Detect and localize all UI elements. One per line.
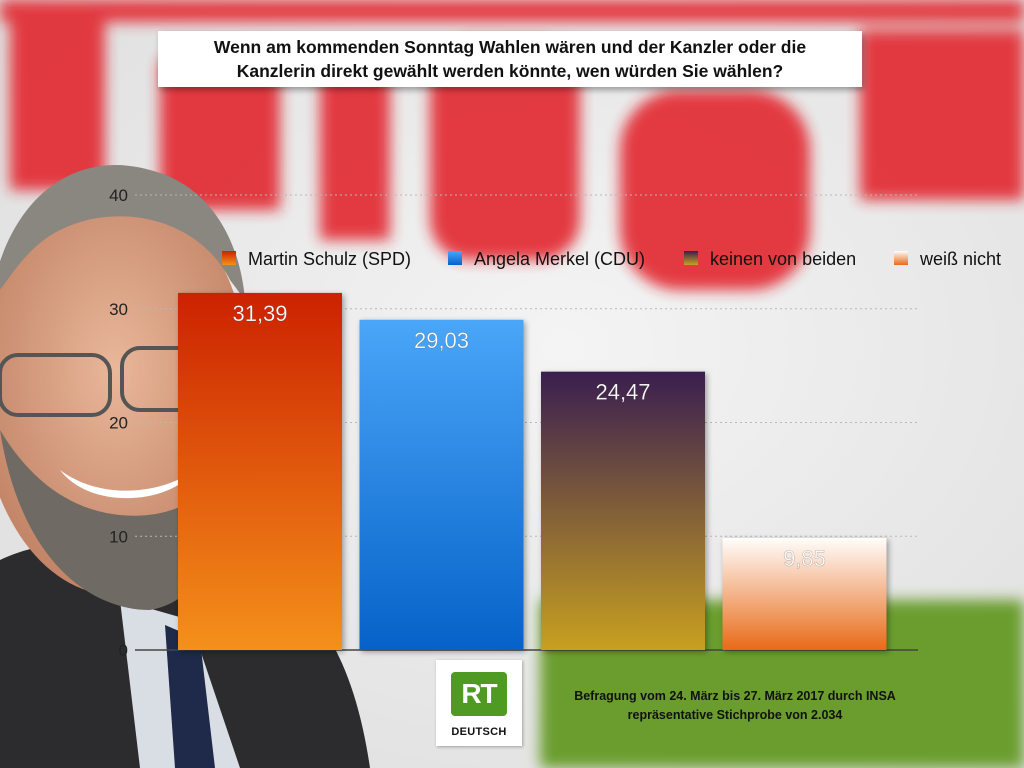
y-tick-label: 10 — [109, 527, 128, 546]
legend-label: Martin Schulz (SPD) — [248, 249, 411, 269]
chart-title-line-2: Kanzlerin direkt gewählt werden könnte, … — [236, 61, 784, 81]
bar-2 — [359, 319, 524, 650]
bar-value-label: 9,85 — [783, 546, 826, 571]
legend-swatch — [894, 251, 908, 265]
bar-value-label: 29,03 — [414, 328, 469, 353]
legend-swatch — [222, 251, 236, 265]
bar-1 — [178, 292, 342, 650]
rt-logo: RT DEUTSCH — [436, 660, 522, 746]
bar-value-label: 31,39 — [232, 301, 287, 326]
background-sign — [0, 0, 1024, 290]
bar-3 — [541, 371, 705, 650]
legend: Martin Schulz (SPD) Angela Merkel (CDU) ke… — [222, 249, 1001, 269]
y-tick-label: 40 — [109, 186, 128, 205]
legend-label: weiß nicht — [919, 249, 1001, 269]
source-line-1: Befragung vom 24. März bis 27. März 2017… — [574, 689, 896, 703]
source-note: Befragung vom 24. März bis 27. März 2017… — [535, 687, 935, 725]
y-tick-label: 20 — [109, 414, 128, 433]
legend-label: keinen von beiden — [710, 249, 856, 269]
legend-swatch — [448, 251, 462, 265]
chart-title-line-1: Wenn am kommenden Sonntag Wahlen wären u… — [213, 37, 807, 57]
chart-title-box: Wenn am kommenden Sonntag Wahlen wären u… — [158, 31, 862, 87]
y-tick-label: 0 — [119, 641, 128, 660]
legend-swatch — [684, 251, 698, 265]
bar-value-label: 24,47 — [595, 380, 650, 405]
bar-4 — [722, 537, 887, 650]
bars: 31,39 29,03 24,47 9,85 — [178, 292, 887, 650]
legend-label: Angela Merkel (CDU) — [474, 249, 645, 269]
rt-logo-text: DEUTSCH — [451, 726, 507, 738]
y-tick-label: 30 — [109, 300, 128, 319]
source-line-2: repräsentative Stichprobe von 2.034 — [627, 708, 843, 722]
rt-logo-icon: RT — [451, 672, 507, 716]
